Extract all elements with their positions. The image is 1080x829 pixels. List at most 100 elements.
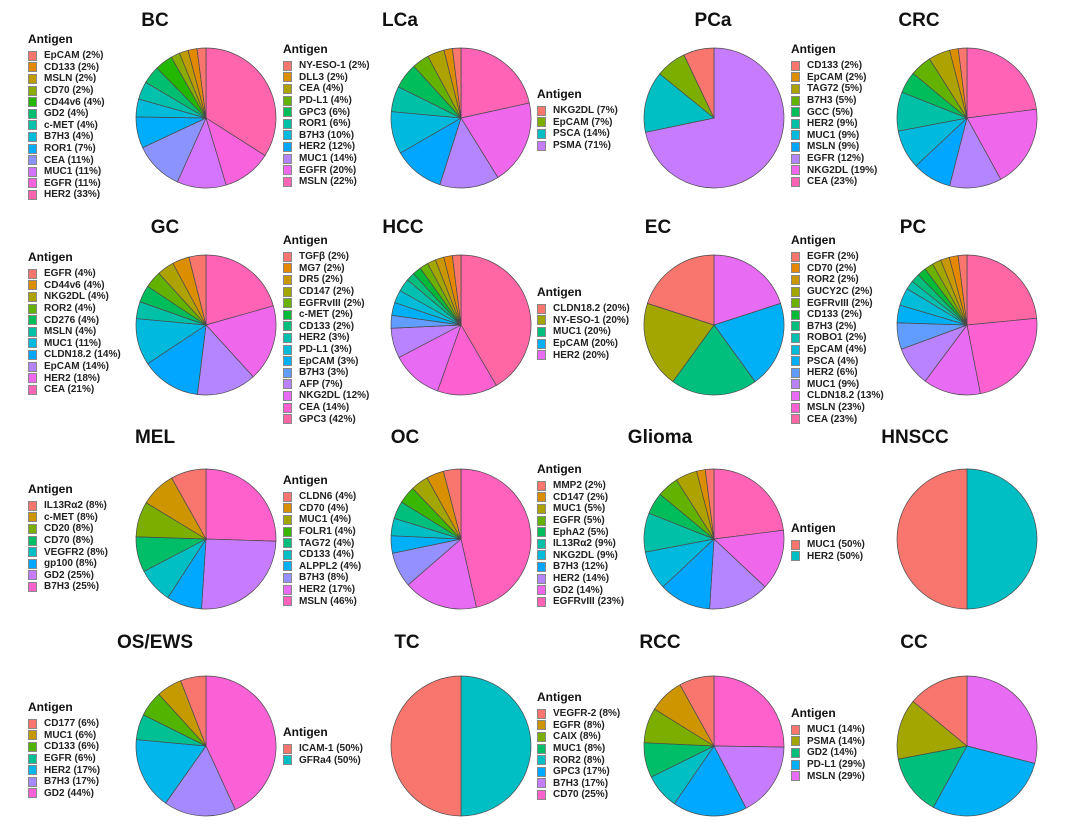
pie-chart xyxy=(896,675,1038,817)
legend-item: GCC (5%) xyxy=(791,106,877,118)
legend: Antigen NKG2DL (7%) EpCAM (7%) PSCA (14%) PS… xyxy=(537,87,618,151)
legend-swatch xyxy=(283,321,292,332)
legend-item: VEGFR-2 (8%) xyxy=(537,708,620,720)
legend-label: CD147 (2%) xyxy=(553,491,609,503)
legend-label: CD70 (2%) xyxy=(44,85,94,97)
legend-swatch xyxy=(791,298,800,309)
legend-label: EpCAM (14%) xyxy=(44,361,110,373)
pie-slice-b7h3 xyxy=(713,745,785,809)
legend-label: VEGFR2 (8%) xyxy=(44,546,108,558)
legend-label: CD20 (8%) xyxy=(44,523,94,535)
legend-title: Antigen xyxy=(283,42,328,56)
legend-item: EpCAM (3%) xyxy=(283,355,369,367)
pie-slice-her2 xyxy=(713,254,782,326)
legend-item: CD133 (4%) xyxy=(283,549,361,561)
legend-label: MUC1 (11%) xyxy=(44,337,102,349)
pie-slice-cd70 xyxy=(713,675,785,748)
legend-title: Antigen xyxy=(28,32,73,46)
legend-item: PSCA (4%) xyxy=(791,355,884,367)
legend-item: CEA (23%) xyxy=(791,176,877,188)
legend-item: B7H3 (12%) xyxy=(537,561,624,573)
legend-label: GFRa4 (50%) xyxy=(299,754,361,766)
legend-item: CD70 (25%) xyxy=(537,789,620,801)
legend-label: ROR2 (4%) xyxy=(44,303,96,315)
legend-item: B7H3 (25%) xyxy=(28,581,108,593)
legend-item: CLDN6 (4%) xyxy=(283,491,361,503)
pie-slice-nkg2dl xyxy=(966,108,1038,180)
legend-swatch xyxy=(283,83,292,94)
pie-slice-epcam xyxy=(196,47,207,119)
legend: Antigen EGFR (4%) CD44v6 (4%) NKG2DL (4%) RO… xyxy=(28,250,121,396)
legend-item: HER2 (6%) xyxy=(791,367,884,379)
legend-swatch xyxy=(537,561,546,572)
legend-label: EpCAM (3%) xyxy=(299,355,359,367)
legend-label: ROR1 (6%) xyxy=(299,118,351,130)
legend-label: HER2 (12%) xyxy=(299,141,356,153)
pie-slice-muc1 xyxy=(672,324,756,396)
legend-label: GD2 (44%) xyxy=(44,787,95,799)
legend-item: GPC3 (17%) xyxy=(537,766,620,778)
legend-swatch xyxy=(537,527,546,538)
legend-item: DR5 (2%) xyxy=(283,274,369,286)
legend-label: HER2 (3%) xyxy=(299,332,350,344)
legend-swatch xyxy=(283,165,292,176)
legend-label: CEA (23%) xyxy=(807,413,858,425)
legend-label: CD70 (8%) xyxy=(44,535,94,547)
legend-item: HER2 (50%) xyxy=(791,551,865,563)
chart-title: CC xyxy=(900,632,928,653)
legend-label: NKG2DL (7%) xyxy=(553,105,618,117)
legend-swatch xyxy=(791,747,800,758)
legend: Antigen MUC1 (50%) HER2 (50%) xyxy=(791,521,865,562)
pie-slice-b7h3 xyxy=(165,745,236,817)
legend-item: EGFR (11%) xyxy=(28,178,105,190)
legend-label: DR5 (2%) xyxy=(299,274,343,286)
legend-swatch xyxy=(28,741,37,752)
legend-swatch xyxy=(791,83,800,94)
legend-swatch xyxy=(537,550,546,561)
chart-title: OS/EWS xyxy=(116,632,193,653)
legend-swatch xyxy=(28,178,37,189)
legend-item: CLDN18.2 (13%) xyxy=(791,390,884,402)
legend-swatch xyxy=(791,390,800,401)
legend-item: CEA (11%) xyxy=(28,154,105,166)
legend-item: EGFRvIII (2%) xyxy=(791,297,884,309)
legend-label: c-MET (4%) xyxy=(44,119,98,131)
legend-label: GPC3 (17%) xyxy=(553,766,610,778)
legend-swatch xyxy=(283,72,292,83)
legend-label: CD133 (6%) xyxy=(44,741,100,753)
legend-swatch xyxy=(28,280,37,291)
legend-label: CEA (21%) xyxy=(44,384,95,396)
legend-label: HER2 (17%) xyxy=(299,584,356,596)
legend-item: FOLR1 (4%) xyxy=(283,526,361,538)
legend-item: GPC3 (42%) xyxy=(283,413,369,425)
legend-label: GPC3 (6%) xyxy=(299,106,351,118)
legend-item: EpCAM (2%) xyxy=(791,72,877,84)
legend-title: Antigen xyxy=(537,285,582,299)
legend-label: CD133 (2%) xyxy=(807,309,863,321)
legend-label: CEA (23%) xyxy=(807,176,858,188)
pie-slice-cea xyxy=(437,324,497,396)
pie-chart xyxy=(896,468,1038,610)
chart-title: RCC xyxy=(639,632,681,653)
legend: Antigen EpCAM (2%) CD133 (2%) MSLN (2%) CD70… xyxy=(28,32,105,201)
legend-swatch xyxy=(283,561,292,572)
legend-label: ROR2 (2%) xyxy=(807,274,859,286)
legend-item: NKG2DL (19%) xyxy=(791,164,877,176)
legend-swatch xyxy=(28,291,37,302)
legend-label: NKG2DL (9%) xyxy=(553,549,618,561)
legend-label: MUC1 (50%) xyxy=(807,539,865,551)
legend-label: MUC1 (6%) xyxy=(44,729,97,741)
legend-swatch xyxy=(537,789,546,800)
pie-slice-her2 xyxy=(205,47,277,157)
legend-item: DLL3 (2%) xyxy=(283,72,370,84)
legend-item: PSCA (14%) xyxy=(537,128,618,140)
legend-item: GD2 (4%) xyxy=(28,108,105,120)
legend-item: CD147 (2%) xyxy=(537,492,624,504)
legend-item: NKG2DL (12%) xyxy=(283,390,369,402)
legend-item: ROR1 (6%) xyxy=(283,118,370,130)
pie-chart xyxy=(390,675,532,817)
legend: Antigen VEGFR-2 (8%) EGFR (8%) CAIX (8%) MUC… xyxy=(537,690,620,801)
legend-item: CD70 (8%) xyxy=(28,535,108,547)
legend-title: Antigen xyxy=(791,233,836,247)
legend-label: CD133 (2%) xyxy=(44,61,100,73)
